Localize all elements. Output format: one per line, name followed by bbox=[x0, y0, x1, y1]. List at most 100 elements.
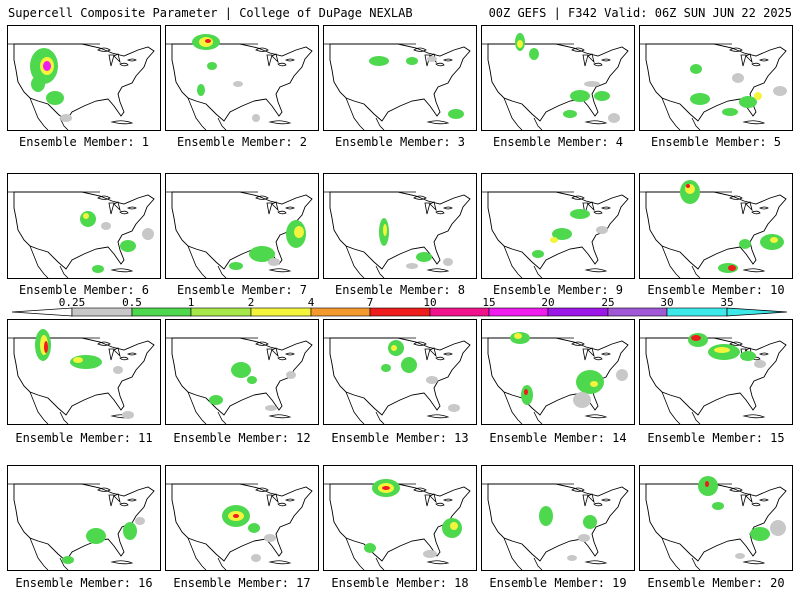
great-lake-outline bbox=[255, 195, 269, 200]
great-lake-outline bbox=[729, 47, 743, 52]
scp-contour-area bbox=[754, 360, 766, 368]
mexico-coastline bbox=[187, 391, 227, 424]
scp-contour-area bbox=[364, 543, 376, 553]
mexico-coastline bbox=[661, 537, 701, 570]
mexico-coastline bbox=[503, 245, 543, 278]
scp-contour-area bbox=[583, 515, 597, 529]
us-coastline bbox=[487, 191, 629, 270]
great-lake-outline bbox=[740, 494, 747, 507]
scp-contour-area bbox=[92, 265, 104, 273]
great-lake-outline bbox=[601, 352, 611, 356]
colorbar-segment bbox=[190, 307, 252, 317]
cuba-outline bbox=[268, 120, 292, 125]
scp-contour-area bbox=[142, 228, 154, 240]
scp-contour-area bbox=[690, 93, 710, 105]
scp-contour-area bbox=[101, 222, 111, 230]
great-lake-outline bbox=[277, 62, 287, 67]
us-coastline bbox=[329, 483, 471, 562]
ensemble-member-label: Ensemble Member: 4 bbox=[492, 135, 624, 149]
scp-contour-area bbox=[529, 48, 539, 60]
cuba-outline bbox=[742, 120, 766, 125]
great-lake-outline bbox=[119, 502, 129, 507]
ensemble-member-label: Ensemble Member: 3 bbox=[334, 135, 466, 149]
great-lake-outline bbox=[587, 53, 595, 64]
ensemble-map-panel bbox=[481, 25, 635, 131]
us-coastline bbox=[329, 43, 471, 122]
us-base-map bbox=[482, 483, 629, 570]
ensemble-member-label: Ensemble Member: 19 bbox=[489, 576, 627, 590]
great-lake-outline bbox=[751, 502, 761, 507]
ensemble-member-label: Ensemble Member: 18 bbox=[331, 576, 469, 590]
title-bar: Supercell Composite Parameter | College … bbox=[0, 0, 800, 24]
us-base-map bbox=[640, 476, 787, 570]
scp-contour-area bbox=[113, 366, 123, 374]
scp-contour-area bbox=[714, 347, 730, 353]
scp-contour-area bbox=[448, 109, 464, 119]
us-base-map bbox=[8, 43, 155, 130]
great-lake-outline bbox=[729, 195, 743, 200]
ensemble-map-panel bbox=[323, 25, 477, 131]
great-lake-outline bbox=[271, 53, 279, 64]
mexico-coastline bbox=[187, 537, 227, 570]
mexico-coastline bbox=[29, 391, 69, 424]
colorbar-segment bbox=[488, 307, 549, 317]
great-lake-outline bbox=[285, 58, 295, 62]
us-coastline bbox=[13, 43, 155, 122]
us-base-map bbox=[8, 329, 155, 424]
scp-contour-area bbox=[728, 265, 736, 271]
great-lake-outline bbox=[587, 201, 595, 212]
great-lake-outline bbox=[97, 487, 111, 492]
scp-contour-area bbox=[264, 534, 276, 542]
us-base-map bbox=[324, 479, 471, 570]
great-lake-outline bbox=[127, 352, 137, 356]
great-lake-outline bbox=[751, 210, 761, 215]
scp-contour-area bbox=[590, 381, 598, 387]
scp-contour-area bbox=[539, 506, 553, 526]
us-coastline bbox=[171, 191, 313, 270]
great-lake-outline bbox=[759, 58, 769, 62]
great-lake-outline bbox=[285, 498, 295, 502]
great-lake-outline bbox=[745, 201, 753, 212]
scp-contour-area bbox=[735, 553, 745, 559]
scp-contour-area bbox=[62, 556, 74, 564]
us-base-map bbox=[482, 191, 629, 278]
ensemble-map-panel bbox=[639, 465, 793, 571]
scp-contour-area bbox=[426, 376, 438, 384]
ensemble-member-label: Ensemble Member: 7 bbox=[176, 283, 308, 297]
scp-contour-area bbox=[754, 92, 762, 100]
scp-contour-area bbox=[532, 250, 544, 258]
great-lake-outline bbox=[593, 502, 603, 507]
scp-contour-area bbox=[60, 114, 72, 122]
scp-contour-area bbox=[205, 39, 211, 43]
scp-contour-area bbox=[286, 371, 296, 379]
mexico-coastline bbox=[345, 245, 385, 278]
scp-contour-area bbox=[46, 91, 64, 105]
great-lake-outline bbox=[571, 341, 585, 346]
cuba-outline bbox=[268, 414, 292, 419]
great-lake-outline bbox=[255, 47, 269, 52]
us-coastline bbox=[487, 43, 629, 122]
great-lake-outline bbox=[113, 53, 121, 64]
scp-contour-area bbox=[570, 209, 590, 219]
great-lake-outline bbox=[582, 348, 589, 361]
ensemble-member-label: Ensemble Member: 8 bbox=[334, 283, 466, 297]
scp-contour-area bbox=[135, 517, 145, 525]
scp-contour-area bbox=[770, 520, 786, 536]
great-lake-outline bbox=[751, 62, 761, 67]
scp-contour-area bbox=[31, 76, 45, 92]
page-title: Supercell Composite Parameter | College … bbox=[8, 6, 413, 20]
great-lake-outline bbox=[443, 498, 453, 502]
us-base-map bbox=[166, 337, 313, 424]
colorbar-tick-label: 4 bbox=[307, 296, 315, 309]
scp-contour-area bbox=[268, 258, 280, 266]
colorbar-tick-label: 15 bbox=[482, 296, 496, 309]
ensemble-map-panel bbox=[639, 173, 793, 279]
great-lake-outline bbox=[119, 356, 129, 361]
great-lake-outline bbox=[266, 494, 273, 507]
great-lake-outline bbox=[271, 493, 279, 504]
colorbar-segment bbox=[71, 307, 133, 317]
great-lake-outline bbox=[435, 502, 445, 507]
scp-contour-area bbox=[207, 62, 217, 70]
scp-contour-area bbox=[233, 81, 243, 87]
colorbar-tick-label: 0.5 bbox=[122, 296, 142, 309]
